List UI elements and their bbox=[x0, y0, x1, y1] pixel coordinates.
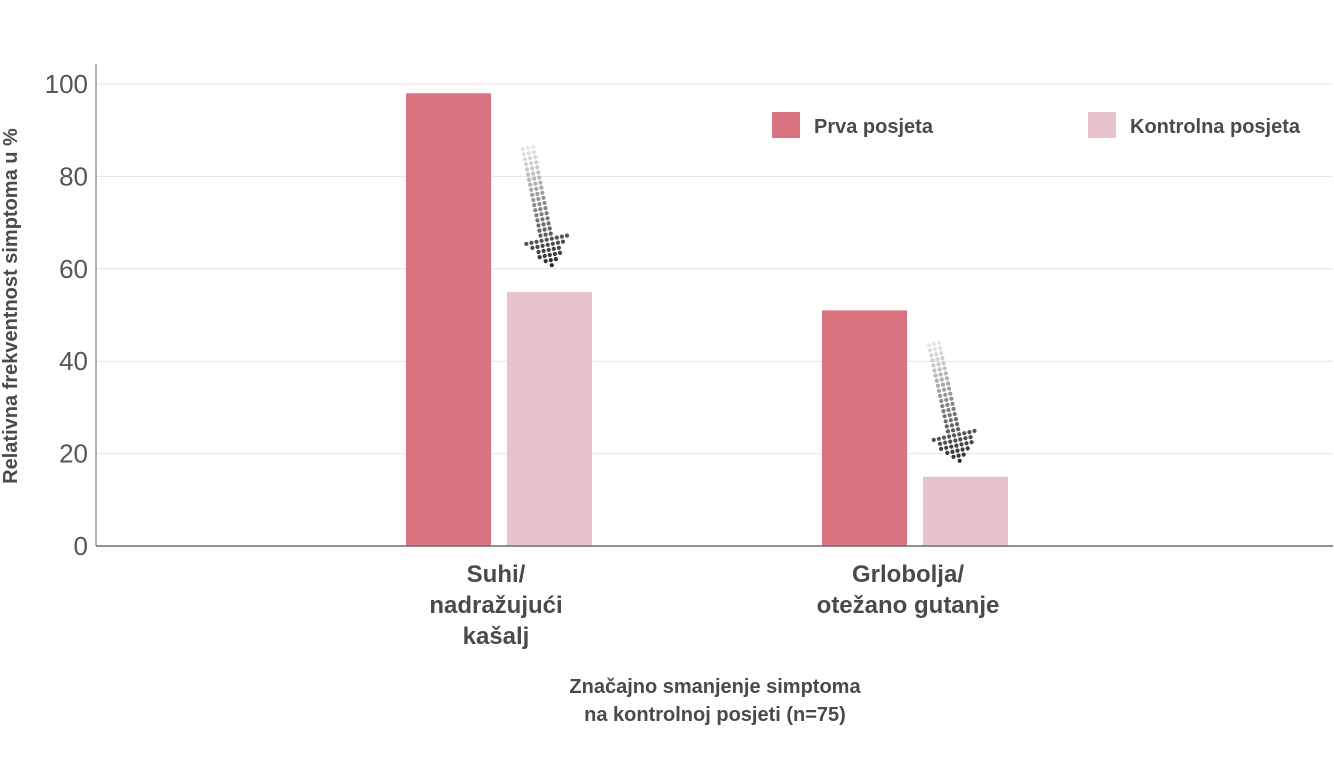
y-tick-label: 40 bbox=[59, 346, 88, 376]
y-tick-label: 0 bbox=[74, 531, 88, 561]
bar-kontrolna-posjeta bbox=[923, 476, 1008, 546]
legend-label: Kontrolna posjeta bbox=[1130, 116, 1301, 138]
legend: Prva posjeta Kontrolna posjeta bbox=[772, 112, 1301, 138]
y-tick-label: 100 bbox=[45, 69, 88, 99]
bar-prva-posjeta bbox=[406, 93, 491, 547]
axes bbox=[95, 64, 1333, 547]
bar-kontrolna-posjeta bbox=[507, 291, 592, 546]
annotation-note: Značajno smanjenje simptoma na kontrolnoj… bbox=[569, 676, 861, 726]
legend-swatch bbox=[772, 112, 800, 138]
y-axis-ticks: 0 20 40 60 80 100 bbox=[45, 69, 88, 561]
x-category-label: Suhi/nadražujući kašalj bbox=[429, 561, 562, 650]
x-category-label: Grlobolja/otežano gutanje bbox=[817, 561, 1000, 619]
legend-swatch bbox=[1088, 112, 1116, 138]
y-tick-label: 60 bbox=[59, 254, 88, 284]
y-tick-label: 20 bbox=[59, 439, 88, 469]
category-labels: Suhi/nadražujući kašalj Grlobolja/otežano … bbox=[429, 561, 999, 650]
bar-prva-posjeta bbox=[822, 310, 907, 546]
arrows bbox=[520, 144, 977, 463]
dotted-down-arrow-icon bbox=[926, 340, 977, 463]
gridlines bbox=[96, 83, 1333, 455]
bars bbox=[406, 93, 1008, 547]
y-tick-label: 80 bbox=[59, 161, 88, 191]
y-axis-title: Relativna frekventnost simptoma u % bbox=[0, 128, 22, 484]
dotted-down-arrow-icon bbox=[520, 144, 570, 268]
annotation-text: Značajno smanjenje simptoma na kontrolnoj… bbox=[569, 676, 861, 726]
legend-label: Prva posjeta bbox=[814, 116, 934, 138]
